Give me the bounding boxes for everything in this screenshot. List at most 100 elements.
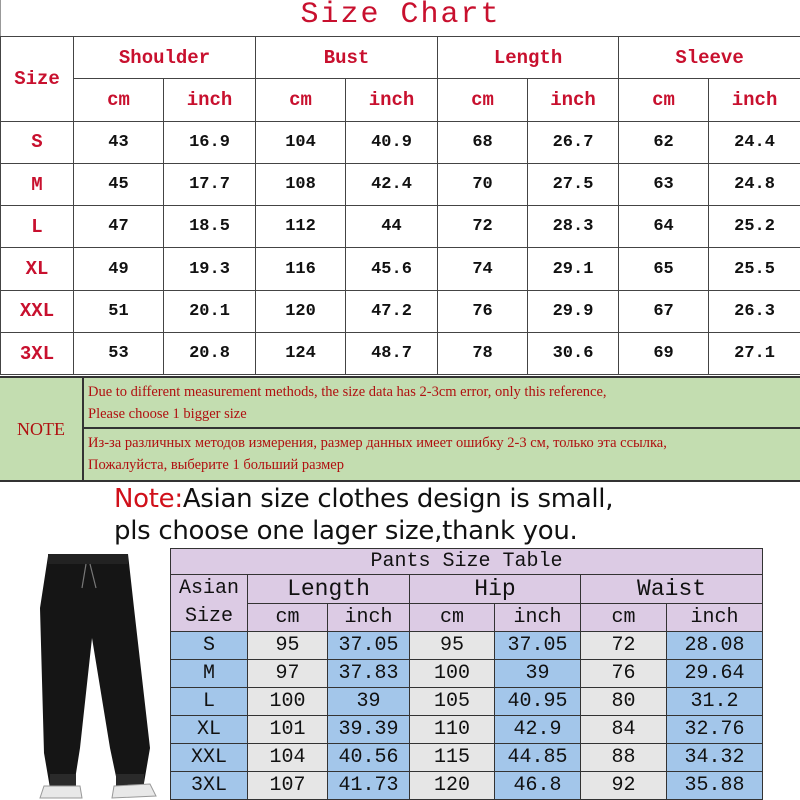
value-cell: 25.5: [708, 247, 800, 291]
value-cell: 78: [437, 332, 529, 376]
note-en-line2: Please choose 1 bigger size: [88, 406, 247, 422]
size-cell: M: [170, 659, 248, 688]
value-cell: 40.56: [327, 743, 410, 772]
table-row: M 97 37.83 100 39 76 29.64: [170, 659, 764, 688]
asian-note-line1: Asian size clothes design is small,: [182, 484, 614, 514]
value-cell: 64: [618, 205, 710, 249]
value-cell: 24.8: [708, 162, 800, 207]
table-row: M 45 17.7 108 42.4 70 27.5 63 24.8: [0, 162, 800, 207]
value-cell: 110: [409, 715, 495, 744]
value-cell: 44: [344, 205, 439, 249]
size-cell: XL: [170, 715, 248, 744]
value-cell: 84: [580, 715, 667, 744]
value-cell: 30.6: [527, 332, 620, 376]
table-row: L 100 39 105 40.95 80 31.2: [170, 687, 764, 716]
value-cell: 101: [247, 715, 328, 744]
size-cell: 3XL: [0, 332, 74, 376]
size-cell: S: [0, 120, 74, 164]
value-cell: 37.83: [327, 659, 410, 688]
size-cell: S: [170, 631, 248, 660]
value-cell: 76: [437, 289, 529, 334]
value-cell: 63: [618, 162, 710, 207]
asian-size-note: Note:Asian size clothes design is small,…: [114, 483, 614, 547]
pants-size-table: Pants Size Table Asian Size Length Hip Wa…: [169, 548, 764, 800]
unit-header: cm: [73, 78, 164, 122]
table-row: 3XL 107 41.73 120 46.8 92 35.88: [170, 771, 764, 800]
unit-header: inch: [344, 78, 439, 122]
group-header: Length: [437, 35, 620, 80]
value-cell: 29.1: [527, 247, 620, 291]
value-cell: 37.05: [327, 631, 410, 660]
value-cell: 39.39: [327, 715, 410, 744]
value-cell: 105: [409, 687, 495, 716]
value-cell: 45.6: [344, 247, 439, 291]
top-size-table: Size Shoulder Bust Length Sleeve cm inch c…: [0, 35, 800, 376]
value-cell: 39: [494, 659, 581, 688]
value-cell: 80: [580, 687, 667, 716]
value-cell: 104: [255, 120, 346, 164]
size-cell: L: [0, 205, 74, 249]
value-cell: 25.2: [708, 205, 800, 249]
value-cell: 31.2: [665, 687, 764, 716]
value-cell: 29.64: [665, 659, 764, 688]
unit-header: inch: [527, 78, 620, 122]
value-cell: 37.05: [494, 631, 581, 660]
group-header: Length: [247, 574, 410, 604]
asian-size-header: Asian Size: [170, 574, 248, 632]
value-cell: 67: [618, 289, 710, 334]
group-header: Hip: [409, 574, 581, 604]
unit-header: inch: [163, 78, 256, 122]
value-cell: 27.1: [708, 332, 800, 376]
value-cell: 115: [409, 743, 495, 772]
value-cell: 28.08: [665, 631, 764, 660]
value-cell: 32.76: [665, 715, 764, 744]
value-cell: 24.4: [708, 120, 800, 164]
value-cell: 16.9: [163, 120, 256, 164]
size-cell: L: [170, 687, 248, 716]
value-cell: 47.2: [344, 289, 439, 334]
value-cell: 17.7: [163, 162, 256, 207]
unit-header: cm: [580, 602, 667, 632]
table-row: XL 49 19.3 116 45.6 74 29.1 65 25.5: [0, 247, 800, 291]
value-cell: 27.5: [527, 162, 620, 207]
value-cell: 97: [247, 659, 328, 688]
unit-header: inch: [665, 602, 764, 632]
value-cell: 28.3: [527, 205, 620, 249]
value-cell: 44.85: [494, 743, 581, 772]
unit-header: inch: [327, 602, 410, 632]
unit-header: cm: [437, 78, 529, 122]
value-cell: 49: [73, 247, 164, 291]
value-cell: 95: [247, 631, 328, 660]
size-chart-title: Size Chart: [0, 0, 800, 36]
value-cell: 100: [247, 687, 328, 716]
value-cell: 107: [247, 771, 328, 800]
unit-header: cm: [618, 78, 710, 122]
value-cell: 116: [255, 247, 346, 291]
size-cell: M: [0, 162, 74, 207]
size-cell: XXL: [170, 743, 248, 772]
value-cell: 48.7: [344, 332, 439, 376]
size-cell: XXL: [0, 289, 74, 334]
value-cell: 104: [247, 743, 328, 772]
value-cell: 62: [618, 120, 710, 164]
table-row: XXL 104 40.56 115 44.85 88 34.32: [170, 743, 764, 772]
value-cell: 124: [255, 332, 346, 376]
note-ru-line1: Из-за различных методов измерения, разме…: [88, 435, 667, 451]
value-cell: 43: [73, 120, 164, 164]
value-cell: 47: [73, 205, 164, 249]
note-ru-line2: Пожалуйста, выберите 1 больший размер: [88, 457, 344, 473]
value-cell: 46.8: [494, 771, 581, 800]
value-cell: 74: [437, 247, 529, 291]
value-cell: 40.95: [494, 687, 581, 716]
value-cell: 42.9: [494, 715, 581, 744]
size-cell: XL: [0, 247, 74, 291]
unit-header: inch: [494, 602, 581, 632]
value-cell: 19.3: [163, 247, 256, 291]
value-cell: 34.32: [665, 743, 764, 772]
value-cell: 92: [580, 771, 667, 800]
size-label: Size: [184, 605, 233, 628]
value-cell: 20.1: [163, 289, 256, 334]
asian-note-line2: pls choose one lager size,thank you.: [114, 516, 578, 546]
size-cell: 3XL: [170, 771, 248, 800]
value-cell: 40.9: [344, 120, 439, 164]
